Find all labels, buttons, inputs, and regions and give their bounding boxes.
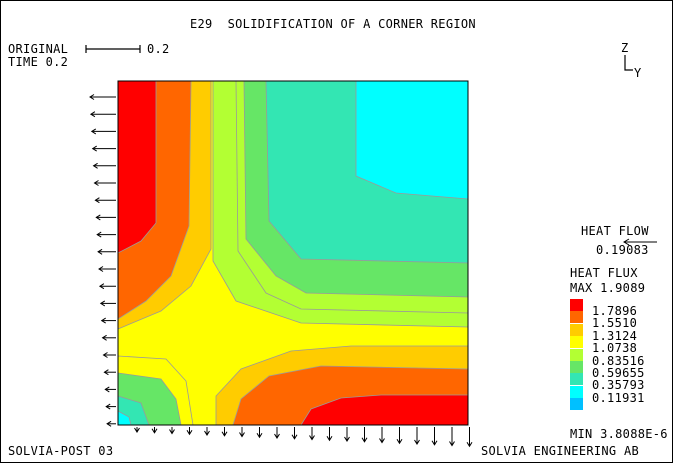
legend-swatch: [570, 373, 583, 386]
left-heat-flow-arrow-head: [93, 180, 99, 186]
bottom-heat-flow-arrow-head: [396, 438, 403, 445]
legend-swatch: [570, 323, 583, 336]
left-heat-flow-arrow-head: [89, 111, 96, 118]
footer-right: SOLVIA ENGINEERING AB: [481, 444, 640, 458]
left-heat-flow-arrow-head: [91, 145, 97, 152]
left-heat-flow-arrow-head: [96, 231, 102, 238]
bottom-heat-flow-arrow-head: [186, 429, 193, 436]
triad-z-label: Z: [621, 41, 629, 55]
heat-flow-label: HEAT FLOW: [581, 224, 649, 238]
footer-left: SOLVIA-POST 03: [8, 444, 114, 458]
left-heat-flow-arrow-head: [104, 386, 110, 393]
legend-swatch: [570, 299, 583, 311]
bottom-heat-flow-arrow-head: [169, 429, 175, 435]
bottom-heat-flow-arrow-head: [379, 438, 385, 444]
scale-label: ORIGINAL: [8, 42, 69, 56]
left-heat-flow-arrow-head: [90, 128, 97, 135]
bottom-heat-flow-arrow-head: [431, 440, 438, 446]
legend-swatch: [570, 361, 583, 373]
bottom-heat-flow-arrow-head: [151, 428, 158, 434]
left-heat-flow-arrow-head: [89, 94, 95, 100]
bottom-heat-flow-arrow-head: [449, 441, 455, 447]
bottom-heat-flow-arrow-head: [309, 435, 315, 441]
heat-flux-min: MIN 3.8088E-6: [570, 427, 668, 441]
bottom-heat-flow-arrow-head: [274, 433, 280, 439]
left-heat-flow-arrow-head: [98, 266, 104, 272]
legend-swatch: [570, 336, 583, 349]
left-heat-flow-arrow-head: [99, 300, 106, 307]
bottom-heat-flow-arrow-head: [466, 441, 473, 448]
legend-level-label: 0.83516: [592, 353, 645, 368]
bottom-heat-flow-arrow-head: [291, 434, 298, 440]
bottom-heat-flow-arrow-head: [204, 430, 210, 436]
heat-flow-arrow-icon: [623, 238, 657, 246]
left-heat-flow-arrow-head: [102, 352, 108, 358]
left-heat-flow-arrow-head: [92, 162, 98, 169]
contour-band-max-left: [117, 80, 157, 254]
heat-flow-value: 0.19083: [596, 243, 649, 257]
legend-level-label: 0.59655: [592, 366, 645, 380]
mesh-outline: [117, 80, 469, 426]
bottom-heat-flow-arrow-head: [326, 435, 333, 442]
left-heat-flow-arrow-head: [95, 214, 101, 221]
figure-title: E29 SOLIDIFICATION OF A CORNER REGION: [190, 17, 476, 31]
scale-value: 0.2: [147, 42, 170, 56]
bottom-heat-flow-arrow-head: [256, 432, 263, 439]
bottom-heat-flow-arrow-head: [361, 437, 368, 443]
left-heat-flow-arrow-head: [103, 369, 109, 376]
legend-swatch: [570, 398, 583, 411]
heat-flux-max: MAX 1.9089: [570, 281, 646, 295]
bottom-heat-flow-arrow-head: [414, 439, 420, 445]
triad-y-label: Y: [634, 66, 642, 80]
time-label: TIME 0.2: [8, 55, 69, 69]
legend-level-label: 1.5510: [592, 316, 638, 331]
left-heat-flow-arrow-head: [100, 317, 106, 324]
legend-swatch: [570, 311, 583, 324]
left-heat-flow-arrow-head: [101, 334, 107, 341]
left-heat-flow-arrow-head: [94, 197, 100, 204]
scale-bar: [85, 45, 141, 53]
left-heat-flow-arrow-head: [105, 403, 111, 410]
legend-level-label: 0.35793: [592, 378, 645, 393]
legend-swatch: [570, 385, 583, 398]
bottom-heat-flow-arrow-head: [221, 431, 228, 437]
left-heat-flow-arrow-head: [98, 283, 105, 290]
bottom-heat-flow-arrow-head: [344, 436, 350, 442]
bottom-heat-flow-arrow-head: [239, 432, 245, 438]
bottom-heat-flow-arrow-head: [134, 427, 140, 433]
legend-level-label: 0.11931: [592, 390, 645, 405]
legend-level-label: 1.0738: [592, 341, 638, 356]
left-heat-flow-arrow-head: [106, 420, 112, 427]
heat-flux-label: HEAT FLUX: [570, 266, 638, 280]
legend-level-label: 1.7896: [592, 304, 638, 318]
legend-level-label: 1.3124: [592, 328, 638, 343]
legend-swatch: [570, 348, 583, 361]
left-heat-flow-arrow-head: [97, 248, 103, 255]
axes-triad-icon: [624, 55, 633, 71]
